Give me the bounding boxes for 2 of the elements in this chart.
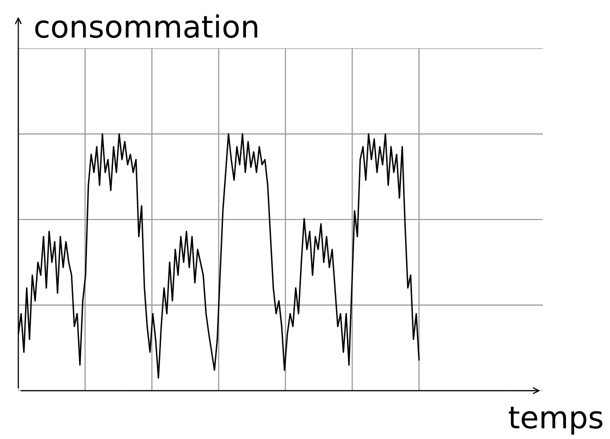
- y-axis-title: consommation: [35, 14, 258, 38]
- x-axis-title: temps: [508, 406, 602, 435]
